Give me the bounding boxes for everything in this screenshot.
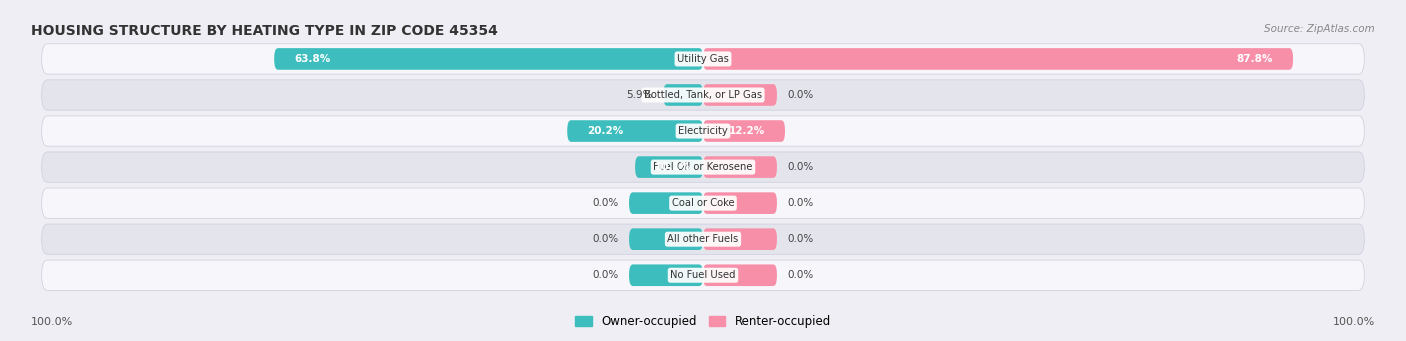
FancyBboxPatch shape [703,156,778,178]
FancyBboxPatch shape [42,188,1364,218]
FancyBboxPatch shape [42,80,1364,110]
Text: Fuel Oil or Kerosene: Fuel Oil or Kerosene [654,162,752,172]
FancyBboxPatch shape [42,224,1364,254]
Text: 100.0%: 100.0% [1333,317,1375,327]
Text: Utility Gas: Utility Gas [678,54,728,64]
FancyBboxPatch shape [42,44,1364,74]
FancyBboxPatch shape [567,120,703,142]
Text: 87.8%: 87.8% [1236,54,1272,64]
FancyBboxPatch shape [703,120,785,142]
Text: Source: ZipAtlas.com: Source: ZipAtlas.com [1264,24,1375,34]
Text: 0.0%: 0.0% [787,198,814,208]
Legend: Owner-occupied, Renter-occupied: Owner-occupied, Renter-occupied [571,310,835,333]
FancyBboxPatch shape [628,264,703,286]
Text: Coal or Coke: Coal or Coke [672,198,734,208]
Text: 10.1%: 10.1% [655,162,692,172]
Text: 5.9%: 5.9% [626,90,652,100]
Text: 100.0%: 100.0% [31,317,73,327]
FancyBboxPatch shape [703,48,1294,70]
Text: 63.8%: 63.8% [294,54,330,64]
Text: 0.0%: 0.0% [592,270,619,280]
FancyBboxPatch shape [42,116,1364,146]
FancyBboxPatch shape [42,260,1364,291]
Text: HOUSING STRUCTURE BY HEATING TYPE IN ZIP CODE 45354: HOUSING STRUCTURE BY HEATING TYPE IN ZIP… [31,24,498,38]
FancyBboxPatch shape [628,228,703,250]
Text: 0.0%: 0.0% [787,162,814,172]
Text: No Fuel Used: No Fuel Used [671,270,735,280]
FancyBboxPatch shape [628,192,703,214]
FancyBboxPatch shape [703,228,778,250]
FancyBboxPatch shape [664,84,703,106]
FancyBboxPatch shape [274,48,703,70]
Text: 0.0%: 0.0% [592,234,619,244]
Text: All other Fuels: All other Fuels [668,234,738,244]
FancyBboxPatch shape [703,84,778,106]
Text: Electricity: Electricity [678,126,728,136]
FancyBboxPatch shape [636,156,703,178]
Text: 12.2%: 12.2% [728,126,765,136]
Text: 20.2%: 20.2% [588,126,624,136]
Text: 0.0%: 0.0% [787,270,814,280]
FancyBboxPatch shape [42,152,1364,182]
Text: Bottled, Tank, or LP Gas: Bottled, Tank, or LP Gas [644,90,762,100]
FancyBboxPatch shape [703,192,778,214]
FancyBboxPatch shape [703,264,778,286]
Text: 0.0%: 0.0% [787,90,814,100]
Text: 0.0%: 0.0% [592,198,619,208]
Text: 0.0%: 0.0% [787,234,814,244]
